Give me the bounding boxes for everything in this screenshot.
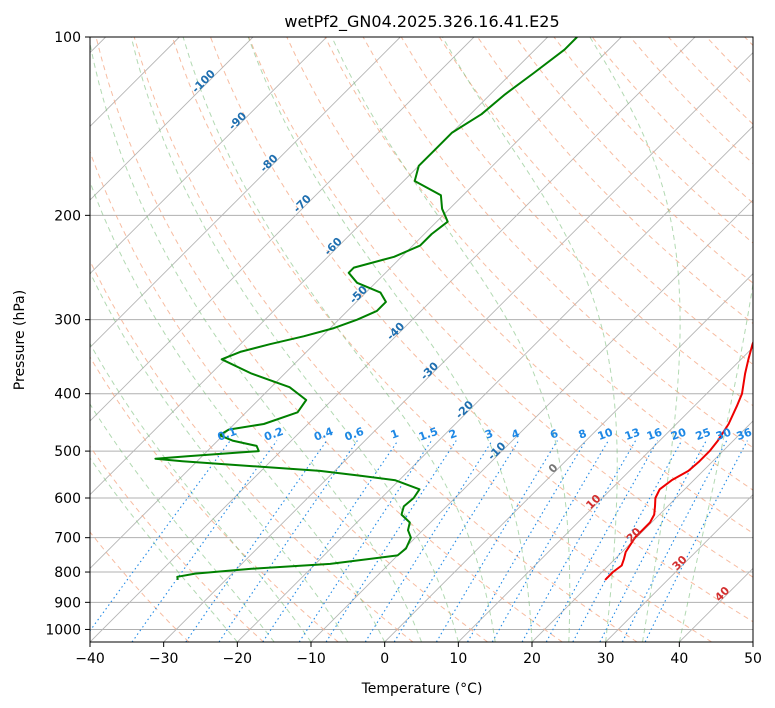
- moist-adiabat-line: [130, 37, 459, 642]
- mixing-ratio-line: [621, 440, 728, 642]
- mixing-ratio-label: 20: [669, 425, 688, 443]
- isotherm-line: [163, 52, 753, 642]
- isotherm-line: [458, 346, 753, 642]
- mixing-ratio-label: 0.6: [343, 425, 366, 444]
- y-tick-label: 800: [54, 565, 81, 581]
- dry-adiabat-line: [438, 37, 753, 366]
- y-tick-label: 900: [54, 595, 81, 611]
- x-tick-label: 30: [597, 651, 615, 667]
- isotherm-line: [90, 37, 622, 569]
- y-tick-label: 300: [54, 313, 81, 329]
- isotherm-line: [605, 494, 753, 642]
- x-tick-label: 50: [744, 651, 762, 667]
- x-tick-label: 10: [449, 651, 467, 667]
- mixing-ratio-line: [393, 440, 520, 642]
- mixing-ratio-line: [467, 440, 587, 642]
- dry-adiabat-line: [171, 37, 712, 642]
- mixing-ratio-label: 13: [623, 426, 642, 443]
- dry-adiabat-line: [400, 37, 753, 407]
- mixing-ratio-label: 8: [577, 427, 589, 442]
- mixing-ratio-line: [599, 440, 707, 642]
- moist-adiabat-line: [90, 41, 422, 642]
- mixing-ratio-line: [364, 440, 493, 642]
- y-axis-label: Pressure (hPa): [12, 290, 28, 390]
- isotherm-line: [237, 125, 753, 642]
- x-tick-label: −40: [75, 651, 105, 667]
- mixing-ratio-label: 0.2: [262, 425, 285, 444]
- moist-adiabat-line: [90, 457, 238, 642]
- mixing-ratio-line: [521, 440, 637, 642]
- moist-adiabat-line: [90, 403, 275, 642]
- plot-frame: [89, 36, 754, 643]
- mixing-ratio-label: 6: [548, 427, 560, 442]
- dry-adiabat-line: [515, 37, 753, 284]
- mixing-ratio-label: 2: [447, 427, 459, 442]
- axis-ticks: −40 −30 −20 −10 0 10 20 30 40 5010020030040050060…: [45, 30, 762, 667]
- y-tick-label: 1000: [45, 622, 81, 638]
- moist-adiabat-line: [247, 37, 533, 642]
- x-tick-label: 20: [523, 651, 541, 667]
- profile-lines: [154, 37, 753, 581]
- dry-adiabat-line: [90, 445, 264, 642]
- y-tick-label: 500: [54, 444, 81, 460]
- mixing-ratio-label: 0.1: [216, 425, 239, 444]
- y-tick-label: 200: [54, 208, 81, 224]
- mixing-ratio-line: [435, 440, 558, 642]
- moist-adiabat-line: [90, 271, 349, 642]
- mixing-ratio-line: [572, 440, 683, 642]
- dry-adiabat-line: [90, 531, 190, 642]
- moist-adiabat-line: [182, 37, 496, 642]
- dry-adiabat-line: [133, 37, 638, 642]
- isotherm-line: [90, 37, 254, 201]
- background-lines: [90, 37, 753, 642]
- mixing-ratio-label: 0.4: [312, 425, 335, 444]
- moist-adiabat-line: [442, 37, 618, 642]
- temperature-profile-line: [604, 340, 753, 581]
- dry-adiabat-line: [95, 37, 563, 642]
- mixing-ratio-label: 1: [389, 427, 401, 442]
- x-tick-label: −30: [149, 651, 179, 667]
- isotherm-line: [90, 37, 327, 275]
- mixing-ratio-label: 30: [714, 425, 733, 443]
- x-tick-label: 0: [380, 651, 389, 667]
- isotherm-line: [384, 273, 753, 642]
- moist-adiabat-line: [589, 37, 681, 642]
- isotherm-line: [90, 37, 475, 422]
- mixing-ratio-label: 16: [645, 425, 664, 443]
- mixing-ratio-label: 10: [596, 425, 615, 443]
- moist-adiabat-line: [90, 342, 312, 642]
- x-tick-label: 40: [670, 651, 688, 667]
- mixing-ratio-line: [131, 440, 278, 642]
- moist-adiabat-line: [90, 180, 386, 642]
- y-tick-label: 400: [54, 387, 81, 403]
- mixing-ratio-label: 4: [510, 427, 522, 442]
- dry-adiabat-line: [90, 150, 488, 642]
- dry-adiabat-line: [210, 37, 753, 623]
- dry-adiabat-line: [248, 37, 753, 578]
- mixing-ratio-line: [185, 440, 328, 642]
- mixing-ratio-line: [491, 440, 609, 642]
- x-axis-label: Temperature (°C): [361, 681, 483, 697]
- x-tick-label: −10: [296, 651, 326, 667]
- mixing-ratio-label: 25: [694, 426, 713, 443]
- dewpoint-profile-line: [154, 37, 578, 581]
- mixing-ratio-line: [298, 440, 432, 642]
- mixing-ratio-line: [545, 440, 659, 642]
- mixing-ratio-label: 1.5: [417, 425, 440, 444]
- mixing-ratio-label: 3: [483, 427, 495, 442]
- mixing-ratio-line: [644, 440, 748, 642]
- dry-adiabat-line: [286, 37, 753, 534]
- mixing-ratio-label: 36: [735, 425, 754, 443]
- isotherm-line: [90, 37, 401, 348]
- moist-adiabat-line: [331, 37, 571, 642]
- y-tick-label: 700: [54, 531, 81, 547]
- x-tick-label: −20: [223, 651, 253, 667]
- y-tick-label: 100: [54, 30, 81, 46]
- y-tick-label: 600: [54, 491, 81, 507]
- chart-title: wetPf2_GN04.2025.326.16.41.E25: [284, 12, 559, 32]
